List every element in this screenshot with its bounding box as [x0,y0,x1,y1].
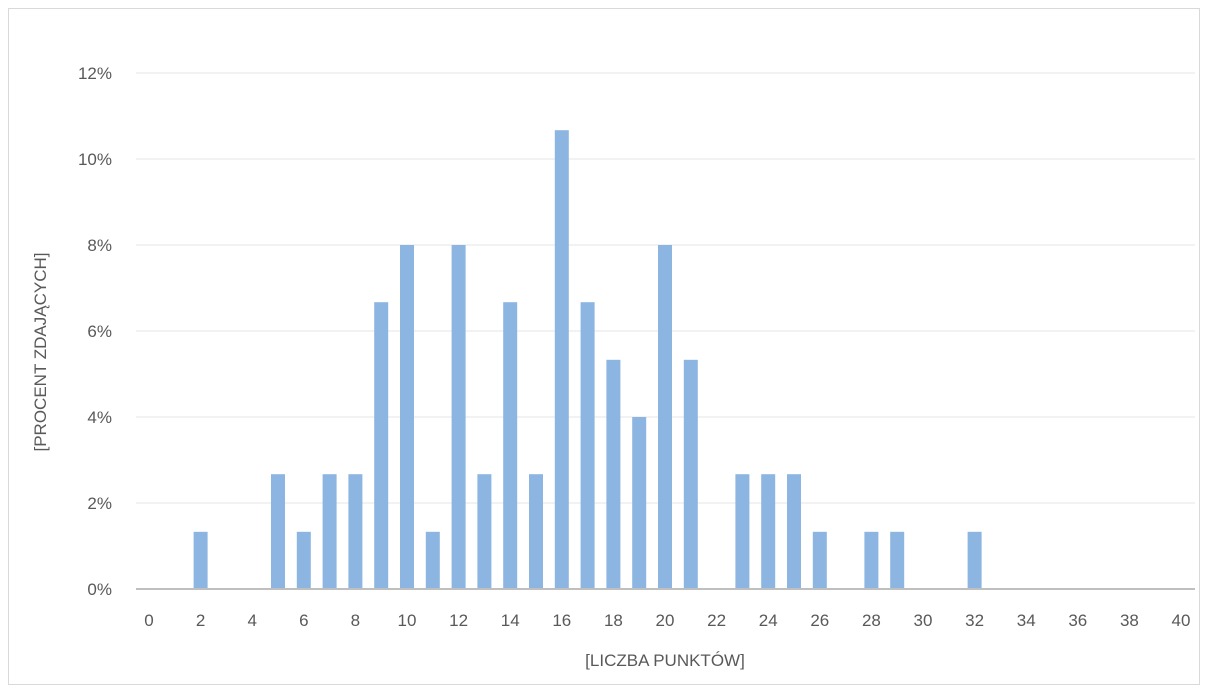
bar-7 [322,474,337,589]
x-tick-label: 12 [449,611,468,630]
bar-19 [632,417,647,589]
bar-29 [890,531,905,589]
bar-20 [658,245,672,589]
y-tick-label: 6% [87,322,112,341]
bar-9 [374,302,389,589]
x-tick-label: 0 [144,611,153,630]
bar-12 [451,245,466,589]
y-tick-label: 8% [87,236,112,255]
bar-15 [529,474,543,589]
bar-25 [787,474,801,589]
y-tick-label: 2% [87,494,112,513]
x-tick-label: 40 [1172,611,1191,630]
x-tick-label: 38 [1120,611,1139,630]
bar-17 [580,302,595,589]
x-tick-label: 6 [299,611,308,630]
bars [193,130,982,589]
y-tick-label: 10% [78,150,112,169]
y-tick-label: 12% [78,64,112,83]
x-tick-label: 18 [604,611,623,630]
bar-21 [683,359,698,589]
x-tick-label: 24 [759,611,778,630]
bar-32 [967,531,982,589]
x-axis-title: [LICZBA PUNKTÓW] [585,651,745,670]
bar-6 [296,531,311,589]
x-tick-label: 30 [914,611,933,630]
x-tick-label: 28 [862,611,881,630]
bar-18 [606,359,621,589]
y-axis-title: [PROCENT ZDAJĄCYCH] [31,253,50,452]
bar-11 [425,531,440,589]
x-tick-label: 32 [965,611,984,630]
y-axis: 0% 2% 4% 6% 8% 10% 12% [78,64,112,599]
x-tick-label: 10 [398,611,417,630]
bar-14 [503,302,518,589]
y-tick-label: 4% [87,408,112,427]
x-axis: 0 2 4 6 8 10 12 14 16 18 20 22 24 26 28 30 32 34 36 38 40 [136,588,1195,630]
x-tick-label: 34 [1017,611,1036,630]
x-tick-label: 8 [351,611,360,630]
bar-26 [812,531,827,589]
x-tick-label: 4 [247,611,256,630]
bar-28 [864,531,879,589]
y-tick-label: 0% [87,580,112,599]
x-tick-label: 16 [552,611,571,630]
x-tick-label: 2 [196,611,205,630]
bar-5 [271,474,285,589]
bar-10 [400,245,414,589]
x-tick-label: 26 [810,611,829,630]
gridlines [136,72,1195,504]
bar-8 [348,474,363,589]
x-tick-label: 14 [501,611,520,630]
x-tick-label: 20 [656,611,675,630]
bar-24 [761,474,776,589]
bar-13 [477,474,492,589]
x-tick-label: 36 [1068,611,1087,630]
bar-23 [735,474,750,589]
bar-2 [193,531,208,589]
bar-16 [554,130,569,589]
x-tick-label: 22 [707,611,726,630]
